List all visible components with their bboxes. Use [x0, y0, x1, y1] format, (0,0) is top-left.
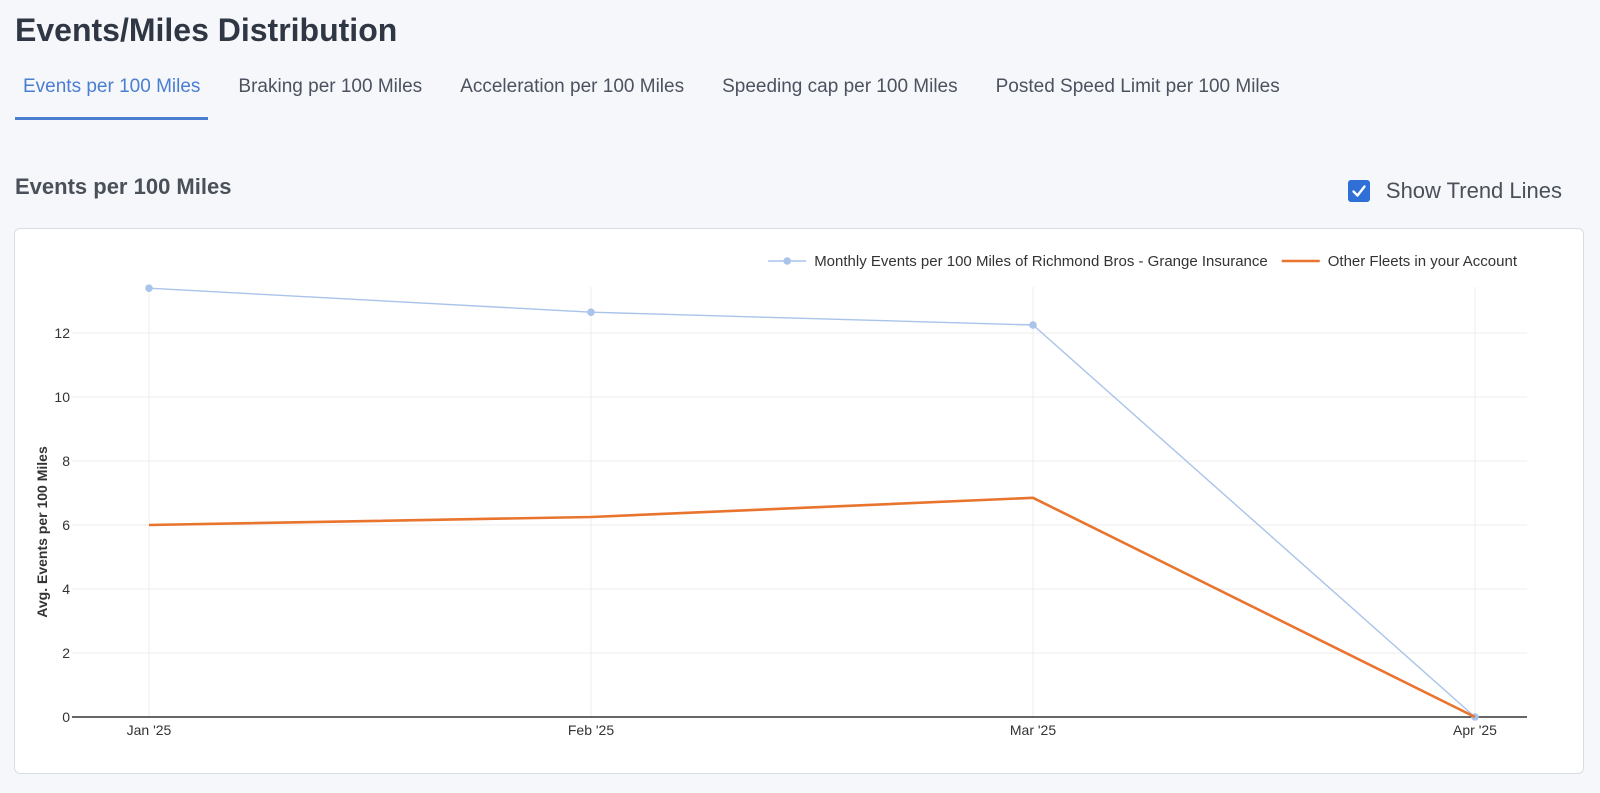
- chart-card: 0 2 4 6 8 10 12 Jan '25 Feb '25 Mar '25 Apr '25 Avg…: [14, 228, 1584, 774]
- show-trend-lines-toggle[interactable]: Show Trend Lines: [1347, 178, 1562, 204]
- fleet-series-line: [148, 287, 1476, 718]
- fleet-series-point: [587, 308, 595, 316]
- y-tick-label: 4: [62, 581, 70, 597]
- x-tick-label: Mar '25: [1010, 722, 1056, 738]
- legend-swatch-fleet-marker: [783, 257, 791, 265]
- other-fleets-series-line: [148, 496, 1476, 719]
- legend-label-other-fleets: Other Fleets in your Account: [1328, 253, 1518, 270]
- tab-events-per-100-miles[interactable]: Events per 100 Miles: [15, 70, 209, 120]
- checkmark-icon: [1352, 185, 1366, 197]
- y-tick-label: 0: [62, 709, 70, 725]
- tab-braking-per-100-miles[interactable]: Braking per 100 Miles: [238, 76, 423, 97]
- x-tick-label: Jan '25: [127, 722, 172, 738]
- trend-lines-label: Show Trend Lines: [1385, 178, 1562, 203]
- trend-lines-checkbox[interactable]: [1347, 180, 1370, 202]
- x-tick-label: Apr '25: [1453, 722, 1497, 738]
- tab-speeding-cap-per-100-miles[interactable]: Speeding cap per 100 Miles: [722, 76, 958, 97]
- x-tick-label: Feb '25: [568, 722, 614, 738]
- y-tick-label: 8: [62, 453, 70, 469]
- tab-posted-speed-limit-per-100-miles[interactable]: Posted Speed Limit per 100 Miles: [995, 76, 1280, 97]
- y-tick-label: 6: [62, 517, 70, 533]
- y-tick-label: 10: [54, 389, 70, 405]
- legend-label-fleet: Monthly Events per 100 Miles of Richmond…: [814, 253, 1268, 270]
- page-title: Events/Miles Distribution: [15, 12, 398, 48]
- y-tick-label: 12: [54, 325, 70, 341]
- events-line-chart: 0 2 4 6 8 10 12 Jan '25 Feb '25 Mar '25 Apr '25 Avg…: [34, 253, 1527, 738]
- tab-acceleration-per-100-miles[interactable]: Acceleration per 100 Miles: [460, 76, 685, 97]
- fleet-series-point: [1029, 321, 1037, 329]
- fleet-series-point: [145, 284, 153, 292]
- tab-bar: Events per 100 Miles Braking per 100 Mil…: [15, 70, 1560, 120]
- section-title: Events per 100 Miles: [15, 174, 232, 199]
- y-tick-label: 2: [62, 645, 70, 661]
- y-axis-label: Avg. Events per 100 Miles: [34, 446, 50, 618]
